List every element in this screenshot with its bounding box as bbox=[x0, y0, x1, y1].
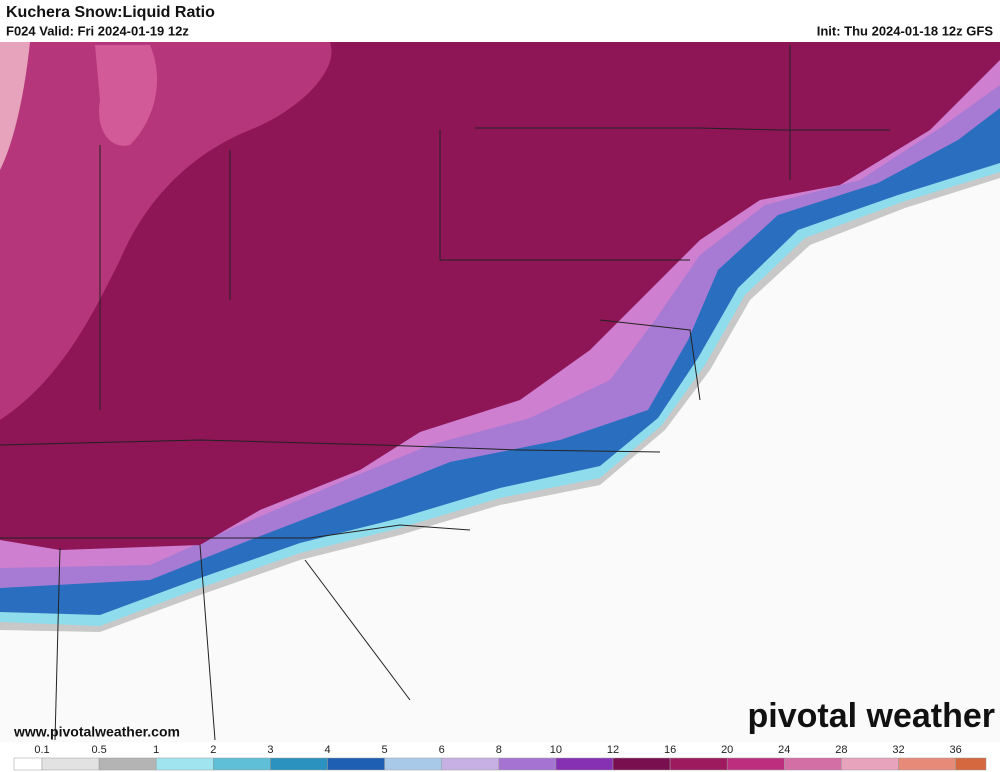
colorbar-segment bbox=[784, 757, 842, 771]
colorbar-segment bbox=[726, 757, 785, 771]
init-time: Init: Thu 2024-01-18 12z GFS bbox=[817, 23, 994, 38]
colorbar-segment bbox=[155, 757, 214, 771]
colorbar-label: 28 bbox=[835, 744, 847, 756]
pink-region bbox=[0, 42, 332, 420]
colorbar-segment bbox=[270, 757, 328, 771]
colorbar-label: 24 bbox=[778, 744, 790, 756]
colorbar-label: 2 bbox=[210, 744, 216, 756]
colorbar-segment bbox=[555, 757, 614, 771]
colorbar-label: 10 bbox=[550, 744, 562, 756]
colorbar-segment bbox=[498, 757, 557, 771]
colorbar-label: 16 bbox=[664, 744, 676, 756]
logo: pivotal weather bbox=[747, 697, 995, 735]
colorbar-segment bbox=[13, 757, 43, 771]
colorbar-label: 0.1 bbox=[34, 744, 49, 756]
state-lines bbox=[0, 45, 890, 741]
colorbar-segment bbox=[955, 757, 987, 771]
colorbar-label: 20 bbox=[721, 744, 733, 756]
colorbar-segment bbox=[41, 757, 100, 771]
colorbar-label: 4 bbox=[324, 744, 330, 756]
colorbar-segment bbox=[98, 757, 157, 771]
colorbar: 0.1 0.5 1 2 3 4 5 6 8 10 12 16 20 24 28 32 36 bbox=[13, 744, 987, 771]
colorbar-label: 1 bbox=[153, 744, 159, 756]
maroon-region bbox=[0, 42, 1000, 550]
colorbar-label: 3 bbox=[267, 744, 273, 756]
lake-michigan bbox=[95, 45, 158, 146]
colorbar-segment bbox=[841, 757, 899, 771]
light-corner bbox=[0, 42, 30, 170]
colorbar-segment bbox=[612, 757, 671, 771]
colorbar-segment bbox=[327, 757, 385, 771]
valid-time: F024 Valid: Fri 2024-01-19 12z bbox=[6, 23, 189, 38]
colorbar-segment bbox=[213, 757, 271, 771]
colorbar-label: 5 bbox=[382, 744, 388, 756]
colorbar-label: 36 bbox=[949, 744, 961, 756]
website: www.pivotalweather.com bbox=[13, 724, 180, 740]
colorbar-label: 12 bbox=[607, 744, 619, 756]
colorbar-label: 6 bbox=[439, 744, 445, 756]
colorbar-label: 8 bbox=[496, 744, 502, 756]
map bbox=[0, 42, 1000, 742]
title: Kuchera Snow:Liquid Ratio bbox=[6, 4, 215, 21]
colorbar-label: 32 bbox=[892, 744, 904, 756]
colorbar-segment bbox=[669, 757, 728, 771]
colorbar-label: 0.5 bbox=[91, 744, 106, 756]
colorbar-segment bbox=[898, 757, 956, 771]
colorbar-segment bbox=[384, 757, 442, 771]
colorbar-segment bbox=[441, 757, 500, 771]
